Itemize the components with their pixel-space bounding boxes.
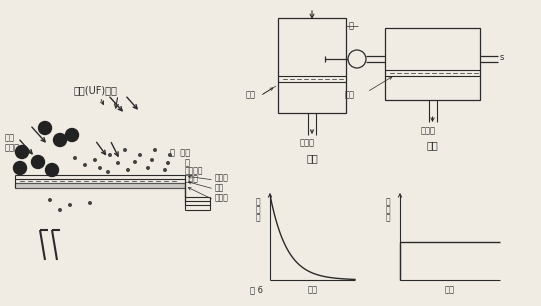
Circle shape — [107, 171, 109, 173]
Bar — [385, 28, 480, 100]
Circle shape — [94, 159, 96, 161]
Circle shape — [124, 149, 126, 151]
Circle shape — [167, 162, 169, 164]
Circle shape — [109, 154, 111, 156]
Circle shape — [16, 145, 29, 159]
Circle shape — [45, 163, 58, 177]
Circle shape — [117, 162, 120, 164]
Bar — [278, 18, 346, 113]
Circle shape — [69, 204, 71, 206]
Circle shape — [89, 202, 91, 204]
Circle shape — [169, 154, 171, 156]
Text: 量: 量 — [256, 213, 260, 222]
Polygon shape — [15, 183, 185, 188]
Text: 连接剂: 连接剂 — [5, 143, 20, 152]
Text: 水: 水 — [185, 158, 190, 167]
Text: 图 6: 图 6 — [250, 285, 263, 294]
Text: 过滤: 过滤 — [306, 153, 318, 163]
Text: 超滤(UF)过程: 超滤(UF)过程 — [73, 85, 117, 95]
Text: 盐  离子: 盐 离子 — [170, 148, 190, 157]
Text: 活化层: 活化层 — [215, 174, 229, 182]
Text: 有机溶剂: 有机溶剂 — [185, 166, 203, 175]
Text: 渗透液: 渗透液 — [420, 126, 436, 135]
Text: 时间: 时间 — [307, 285, 318, 294]
Text: 有机酸: 有机酸 — [185, 174, 199, 183]
Text: 量: 量 — [386, 213, 390, 222]
Text: 留: 留 — [386, 205, 390, 214]
Circle shape — [154, 149, 156, 151]
Text: 隔膜: 隔膜 — [345, 90, 355, 99]
Circle shape — [74, 157, 76, 159]
Circle shape — [31, 155, 44, 169]
Circle shape — [164, 169, 166, 171]
Text: 隔膜: 隔膜 — [246, 90, 256, 99]
Circle shape — [49, 199, 51, 201]
Text: 超滤: 超滤 — [427, 140, 438, 150]
Circle shape — [38, 121, 51, 135]
Text: 支承体: 支承体 — [215, 193, 229, 203]
Circle shape — [138, 154, 141, 156]
Circle shape — [59, 209, 61, 211]
Circle shape — [147, 167, 149, 169]
Text: s: s — [500, 53, 504, 62]
Circle shape — [151, 159, 153, 161]
Circle shape — [84, 164, 87, 166]
Text: 隔膜: 隔膜 — [215, 184, 225, 192]
Text: 时间: 时间 — [445, 285, 455, 294]
Text: 截: 截 — [256, 197, 260, 206]
Text: 截: 截 — [386, 197, 390, 206]
Text: 渗透液: 渗透液 — [300, 138, 315, 147]
Text: 介: 介 — [349, 21, 354, 30]
Circle shape — [14, 162, 27, 174]
Circle shape — [54, 133, 67, 147]
Circle shape — [134, 161, 136, 163]
Text: 留: 留 — [256, 205, 260, 214]
Circle shape — [127, 169, 129, 171]
Circle shape — [65, 129, 78, 141]
Circle shape — [348, 50, 366, 68]
Text: 颜料: 颜料 — [5, 133, 15, 142]
Circle shape — [98, 167, 101, 169]
